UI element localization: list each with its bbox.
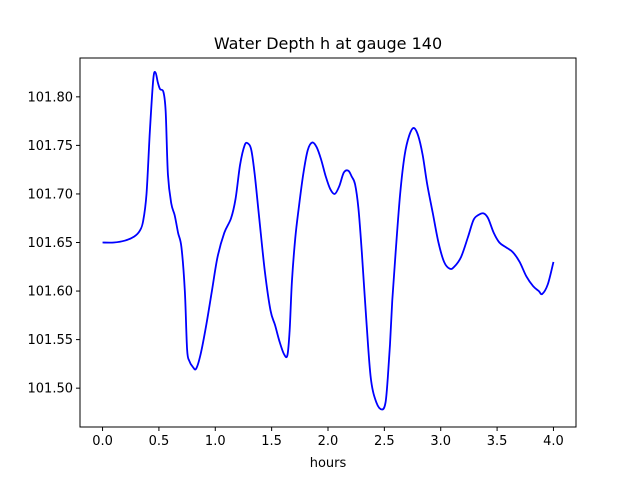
y-tick-label: 101.75: [28, 139, 74, 154]
chart-title: Water Depth h at gauge 140: [214, 34, 442, 53]
x-tick-label: 3.5: [487, 434, 508, 449]
axes-frame: [79, 57, 577, 428]
y-tick-label: 101.65: [28, 236, 74, 251]
y-tick-label: 101.80: [28, 90, 74, 105]
y-tick-label: 101.60: [28, 285, 74, 300]
x-tick-label: 2.0: [318, 434, 339, 449]
x-tick-label: 4.0: [543, 434, 564, 449]
x-tick-label: 1.0: [205, 434, 226, 449]
plot-area: [102, 71, 555, 411]
x-tick-label: 0.0: [92, 434, 113, 449]
x-tick-label: 0.5: [149, 434, 170, 449]
x-tick-label: 1.5: [261, 434, 282, 449]
y-tick-label: 101.70: [28, 187, 74, 202]
x-axis-ticks: 0.0 0.5 1.0 1.5 2.0 2.5 3.0 3.5 4.0: [92, 427, 564, 449]
series-line-0: [102, 71, 555, 411]
x-tick-label: 2.5: [374, 434, 395, 449]
y-tick-label: 101.55: [28, 333, 74, 348]
x-tick-label: 3.0: [430, 434, 451, 449]
x-axis-label: hours: [310, 456, 347, 471]
y-axis-ticks: 101.50 101.55 101.60 101.65 101.70 101.75 101.…: [28, 90, 80, 397]
y-tick-label: 101.50: [28, 382, 74, 397]
